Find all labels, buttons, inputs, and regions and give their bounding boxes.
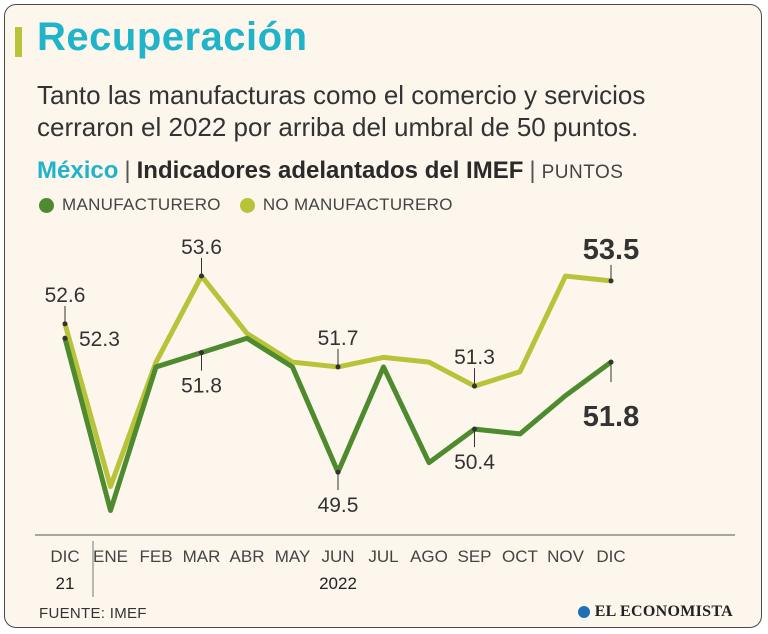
- chart-units: PUNTOS: [541, 162, 624, 183]
- data-label-no-manufacturero: 51.7: [318, 327, 359, 350]
- line-chart: 52.3 51.8 49.5 50.4 51.8 52.6 53.6 51.7 51.3 53.5…: [35, 234, 735, 597]
- x-tick-label: MAY: [275, 547, 311, 566]
- brand-logo: EL ECONOMISTA: [577, 603, 733, 621]
- data-label-no-manufacturero: 52.6: [45, 284, 86, 307]
- data-label-manufacturero: 52.3: [79, 328, 120, 351]
- x-tick-label: JUL: [368, 547, 398, 566]
- infographic-card: Recuperación Tanto las manufacturas como…: [4, 4, 762, 628]
- x-tick-label: DIC: [50, 547, 79, 566]
- data-label-no-manufacturero: 53.5: [583, 234, 639, 266]
- x-tick-label: ENE: [93, 547, 128, 566]
- brand-name: EL ECONOMISTA: [594, 603, 733, 620]
- series-line-no-manufacturero: [62, 273, 614, 490]
- chart-country: México: [37, 157, 119, 184]
- legend-label-manufacturero: MANUFACTURERO: [62, 195, 221, 214]
- source-note: FUENTE: IMEF: [39, 605, 147, 622]
- data-label-manufacturero: 50.4: [454, 451, 495, 474]
- x-tick-label: SEP: [457, 547, 491, 566]
- title-accent-bar: [15, 27, 22, 57]
- legend-item-no-manufacturero: NO MANUFACTURERO: [239, 195, 453, 215]
- x-tick-label: JUN: [321, 547, 354, 566]
- x-tick-label: NOV: [547, 547, 585, 566]
- legend-label-no-manufacturero: NO MANUFACTURERO: [262, 195, 453, 214]
- data-label-manufacturero: 51.8: [583, 401, 639, 433]
- chart-title: Indicadores adelantados del IMEF: [136, 157, 524, 184]
- x-year-label: 21: [56, 574, 75, 593]
- heading-separator: |: [124, 157, 131, 184]
- data-label-manufacturero: 49.5: [318, 494, 359, 517]
- chart-heading: México | Indicadores adelantados del IMEF |…: [37, 157, 623, 185]
- x-tick-label: MAR: [183, 547, 221, 566]
- x-tick-label: AGO: [410, 547, 448, 566]
- x-tick-label: ABR: [230, 547, 265, 566]
- page-title: Recuperación: [37, 15, 308, 59]
- brand-icon: [577, 606, 590, 618]
- data-label-no-manufacturero: 51.3: [454, 346, 495, 369]
- legend-dot-no-manufacturero: [239, 197, 255, 213]
- point-marker-manufacturero: [62, 335, 68, 341]
- x-tick-label: DIC: [596, 547, 625, 566]
- subtitle: Tanto las manufacturas como el comercio …: [37, 80, 646, 142]
- x-tick-label: FEB: [139, 547, 172, 566]
- legend-dot-manufacturero: [39, 197, 54, 213]
- heading-separator-2: |: [529, 157, 536, 184]
- x-year-label: 2022: [319, 574, 357, 593]
- data-label-manufacturero: 51.8: [181, 375, 222, 398]
- x-tick-label: OCT: [502, 547, 538, 566]
- legend-item-manufacturero: MANUFACTURERO: [39, 195, 221, 215]
- chart-legend: MANUFACTURERO NO MANUFACTURERO: [39, 195, 467, 218]
- data-label-no-manufacturero: 53.6: [181, 236, 222, 259]
